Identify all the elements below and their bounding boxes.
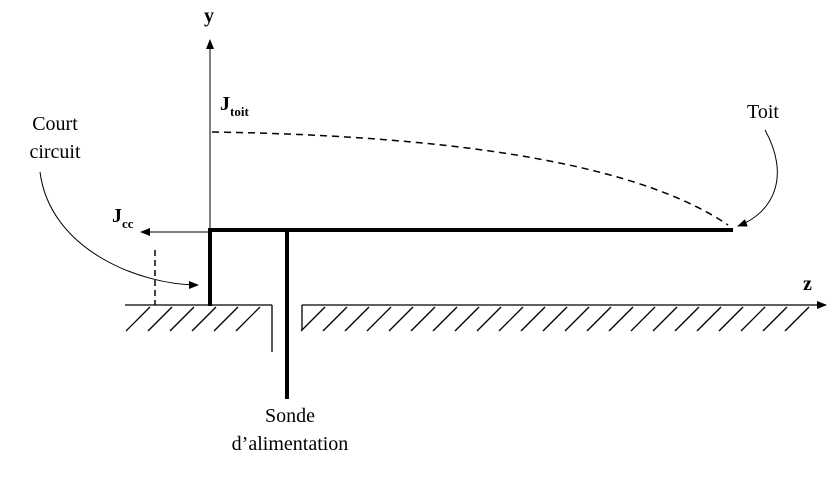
hatch-line [388, 306, 414, 332]
hatch-line [300, 306, 326, 332]
hatch-line [498, 306, 524, 332]
hatch-line [608, 306, 634, 332]
current-label: Jtoit [220, 93, 249, 119]
hatch-line [366, 306, 392, 332]
hatch-line [696, 306, 722, 332]
label: d’alimentation [232, 433, 349, 455]
hatch-line [542, 306, 568, 332]
hatch-line [674, 306, 700, 332]
roof-current [211, 131, 729, 226]
subscript: cc [122, 216, 134, 231]
pointer [39, 171, 199, 289]
hatch-line [169, 306, 195, 332]
hatch-line [454, 306, 480, 332]
hatch-line [784, 306, 810, 332]
pointer [737, 129, 778, 227]
symbol: J [112, 205, 122, 227]
label: Sonde [265, 405, 315, 427]
hatch-line [235, 306, 261, 332]
subscript: toit [230, 104, 249, 119]
label: circuit [29, 141, 81, 163]
hatch-line [125, 306, 151, 332]
hatch-line [564, 306, 590, 332]
hatch-line [213, 306, 239, 332]
hatch-line [432, 306, 458, 332]
hatch-line [520, 306, 546, 332]
axis-label: y [204, 5, 214, 27]
hatch-line [762, 306, 788, 332]
current-label: Jcc [112, 205, 134, 231]
label: Toit [747, 101, 779, 123]
hatch-line [652, 306, 678, 332]
axis-label: z [803, 273, 812, 295]
hatch-line [476, 306, 502, 332]
label: Court [32, 113, 78, 135]
symbol: J [220, 93, 230, 115]
hatch-line [410, 306, 436, 332]
hatch-line [191, 306, 217, 332]
hatch-line [344, 306, 370, 332]
ground-hatching [125, 306, 810, 332]
hatch-line [630, 306, 656, 332]
hatch-line [740, 306, 766, 332]
hatch-line [322, 306, 348, 332]
hatch-line [718, 306, 744, 332]
hatch-line [147, 306, 173, 332]
hatch-line [586, 306, 612, 332]
